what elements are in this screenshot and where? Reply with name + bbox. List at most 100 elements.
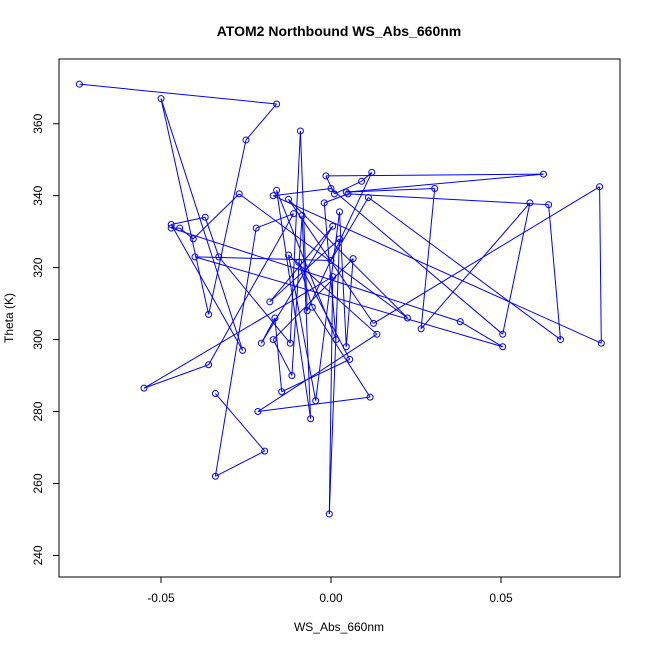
series-line-segment <box>160 98 244 351</box>
series-line-segment <box>298 262 351 360</box>
data-point <box>242 136 250 144</box>
data-point <box>167 224 175 232</box>
series-line-segment <box>346 188 435 193</box>
data-point <box>336 208 343 216</box>
data-point <box>303 307 311 315</box>
data-point <box>349 255 357 263</box>
series-line-segment <box>143 276 333 389</box>
series-line-segment <box>373 186 600 324</box>
data-point <box>176 224 184 232</box>
data-point <box>157 95 165 103</box>
series-line-segment <box>328 276 334 515</box>
data-point <box>290 210 298 218</box>
series-line-segment <box>204 217 220 258</box>
series-line-segment <box>192 193 240 240</box>
data-point <box>336 235 343 243</box>
data-point <box>288 372 296 380</box>
data-point <box>526 199 534 207</box>
series-line-segment <box>368 197 561 340</box>
data-point <box>269 336 277 344</box>
plot-frame <box>58 58 621 578</box>
series-line-segment <box>599 186 602 344</box>
series-line-segment <box>269 238 340 303</box>
series-line-segment <box>214 227 257 477</box>
series-line-segment <box>160 98 210 315</box>
data-point <box>235 190 243 198</box>
series-line-segment <box>334 180 362 195</box>
series-line-segment <box>330 197 369 261</box>
series-line-segment <box>257 333 378 412</box>
data-point <box>211 472 219 480</box>
y-tick-label: 260 <box>31 473 45 493</box>
data-point <box>431 185 439 192</box>
series-line-segment <box>315 211 340 401</box>
data-point <box>211 390 219 398</box>
data-point <box>254 408 262 416</box>
series-line-segment <box>548 204 561 340</box>
data-point <box>344 190 352 198</box>
x-axis-label: WS_Abs_660nm <box>294 620 384 634</box>
data-point <box>75 80 83 88</box>
data-point <box>320 199 328 207</box>
series-line-segment <box>238 193 408 319</box>
data-point <box>205 310 213 318</box>
data-point <box>273 100 281 108</box>
data-point <box>364 193 372 201</box>
data-point <box>597 339 605 347</box>
data-point <box>329 273 337 281</box>
series-line-segment <box>339 211 347 347</box>
series-line-segment <box>420 202 531 330</box>
series-line-segment <box>257 396 371 413</box>
series-line-segment <box>346 173 544 193</box>
data-point <box>189 235 197 243</box>
series-line-segment <box>301 215 312 419</box>
series-line-segment <box>245 103 277 141</box>
data-point <box>273 186 281 194</box>
y-axis-label: Theta (K) <box>2 293 16 343</box>
data-point <box>373 330 381 338</box>
data-point <box>327 256 335 264</box>
x-tick-label: 0.00 <box>319 591 343 605</box>
data-point <box>261 447 269 455</box>
data-point <box>205 361 213 369</box>
series-line-segment <box>291 215 303 376</box>
y-tick-label: 240 <box>31 545 45 565</box>
chart-title: ATOM2 Northbound WS_Abs_660nm <box>217 23 462 39</box>
data-point <box>286 339 294 347</box>
data-point <box>342 343 350 351</box>
data-point <box>329 222 337 230</box>
data-point <box>285 251 292 259</box>
series-line-segment <box>171 227 461 323</box>
series-line-segment <box>194 256 503 348</box>
data-point <box>167 220 175 228</box>
data-point <box>325 510 333 518</box>
data-point <box>285 195 292 203</box>
data-point <box>312 397 320 405</box>
data-point <box>404 314 411 322</box>
data-point <box>370 319 377 327</box>
y-axis: 240 260 280 300 320 340 360 <box>31 113 59 565</box>
series-line-segment <box>361 171 373 182</box>
data-point <box>557 336 564 344</box>
series-line-segment <box>324 193 349 204</box>
y-tick-label: 280 <box>31 401 45 421</box>
series-line-segment <box>459 321 503 348</box>
y-tick-label: 360 <box>31 113 45 133</box>
data-point <box>298 211 306 219</box>
data-point <box>327 185 335 192</box>
x-tick-label: -0.05 <box>147 591 175 605</box>
data-point <box>296 127 304 135</box>
series-line-segment <box>208 139 247 315</box>
series-line-segment <box>218 256 291 344</box>
series-line-segment <box>215 450 265 477</box>
data-point <box>191 253 199 261</box>
series-line-segment <box>281 358 350 393</box>
series-line-segment <box>274 317 283 392</box>
data-point <box>417 325 425 333</box>
series-line-segment <box>502 202 531 335</box>
data-point <box>366 393 374 401</box>
data-point <box>215 253 223 261</box>
data-point <box>269 192 277 200</box>
data-point <box>330 190 338 198</box>
